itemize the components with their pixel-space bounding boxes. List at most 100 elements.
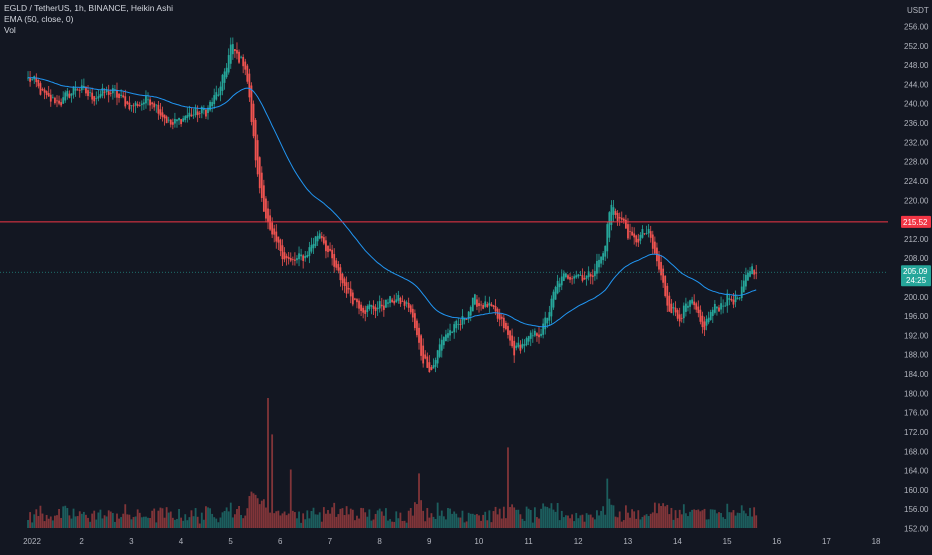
volume-bar	[722, 517, 725, 528]
candle	[169, 118, 172, 128]
volume-bar	[581, 514, 584, 528]
candle-body	[157, 104, 160, 114]
candle	[670, 299, 673, 314]
candle	[490, 302, 493, 307]
volume-bar	[718, 512, 720, 528]
volume-bar	[399, 512, 402, 528]
candle	[188, 105, 191, 120]
volume-bar	[620, 521, 623, 528]
candle	[211, 97, 214, 113]
candle-body	[728, 298, 731, 300]
candle	[579, 270, 582, 277]
candle	[244, 58, 247, 76]
candle	[58, 95, 60, 106]
volume-bar	[95, 519, 98, 528]
candle	[225, 63, 228, 79]
candle	[486, 301, 489, 308]
volume-bar	[742, 510, 745, 528]
volume-bar	[496, 514, 499, 528]
candle-body	[473, 294, 476, 305]
candle	[742, 273, 745, 293]
candle	[738, 296, 741, 301]
ema-line-group	[27, 77, 757, 328]
volume-bar	[198, 523, 201, 528]
candle-body	[236, 50, 238, 54]
candle-body	[627, 224, 629, 239]
candle-body	[68, 93, 71, 98]
candle-body	[424, 354, 427, 359]
volume-bar	[577, 518, 580, 528]
candle-body	[374, 307, 377, 312]
time-tick-label: 6	[278, 537, 283, 546]
volume-bar	[728, 512, 731, 528]
candle-body	[165, 116, 168, 124]
legend-ema[interactable]: EMA (50, close, 0)	[4, 14, 74, 24]
candle-body	[560, 276, 563, 286]
candle	[256, 134, 259, 177]
volume-bar	[275, 511, 278, 528]
candle-body	[372, 305, 375, 309]
volume-bar	[285, 515, 288, 528]
volume-bar	[105, 516, 108, 528]
volume-bar	[565, 515, 567, 528]
candle	[416, 318, 418, 338]
candle	[598, 253, 600, 274]
volume-bar	[382, 515, 385, 528]
candle	[360, 301, 362, 317]
price-tick-label: 208.00	[904, 254, 929, 263]
candle	[498, 308, 501, 327]
candle-body	[258, 157, 261, 189]
volume-bar	[515, 509, 518, 528]
candle-body	[246, 65, 249, 82]
legend-volume[interactable]: Vol	[4, 25, 16, 35]
candle-body	[552, 291, 555, 308]
candle	[213, 88, 216, 109]
volume-bar	[484, 511, 487, 528]
volume-bar	[213, 517, 216, 528]
candle	[248, 68, 251, 102]
candle	[453, 321, 456, 339]
candle	[163, 114, 166, 126]
volume-bar	[645, 514, 648, 528]
candle-body	[583, 277, 586, 280]
volume-bar	[368, 509, 371, 528]
candle	[581, 268, 584, 283]
candle	[436, 349, 439, 368]
volume-bar	[651, 512, 654, 528]
candle	[291, 256, 294, 266]
volume-bar	[447, 507, 449, 528]
time-tick-label: 14	[673, 537, 682, 546]
volume-bar	[293, 512, 296, 528]
volume-bar	[41, 513, 44, 528]
volume-bar	[221, 512, 224, 528]
volume-bar	[277, 510, 280, 528]
candle	[283, 247, 286, 263]
candle	[391, 297, 394, 303]
candle-body	[465, 319, 468, 320]
volume-bar	[308, 518, 311, 528]
ema-line	[27, 77, 757, 328]
volume-bar	[215, 518, 218, 528]
volume-bar	[589, 514, 592, 528]
volume-bar	[178, 508, 180, 528]
candle	[49, 89, 52, 107]
volume-bar	[488, 510, 491, 528]
candle-body	[502, 317, 505, 329]
candle	[265, 196, 267, 223]
candle-body	[186, 115, 189, 119]
currency-label: USDT	[907, 6, 929, 15]
volume-bar	[101, 518, 104, 528]
candle-body	[529, 332, 532, 339]
candle	[293, 252, 296, 266]
volume-bar	[505, 518, 507, 528]
legend-title[interactable]: EGLD / TetherUS, 1h, BINANCE, Heikin Ash…	[4, 3, 173, 13]
candle	[333, 248, 336, 273]
candle	[229, 37, 232, 69]
candle-body	[64, 92, 67, 101]
candle-body	[103, 91, 106, 93]
candle-body	[39, 83, 42, 95]
candle	[531, 329, 534, 343]
